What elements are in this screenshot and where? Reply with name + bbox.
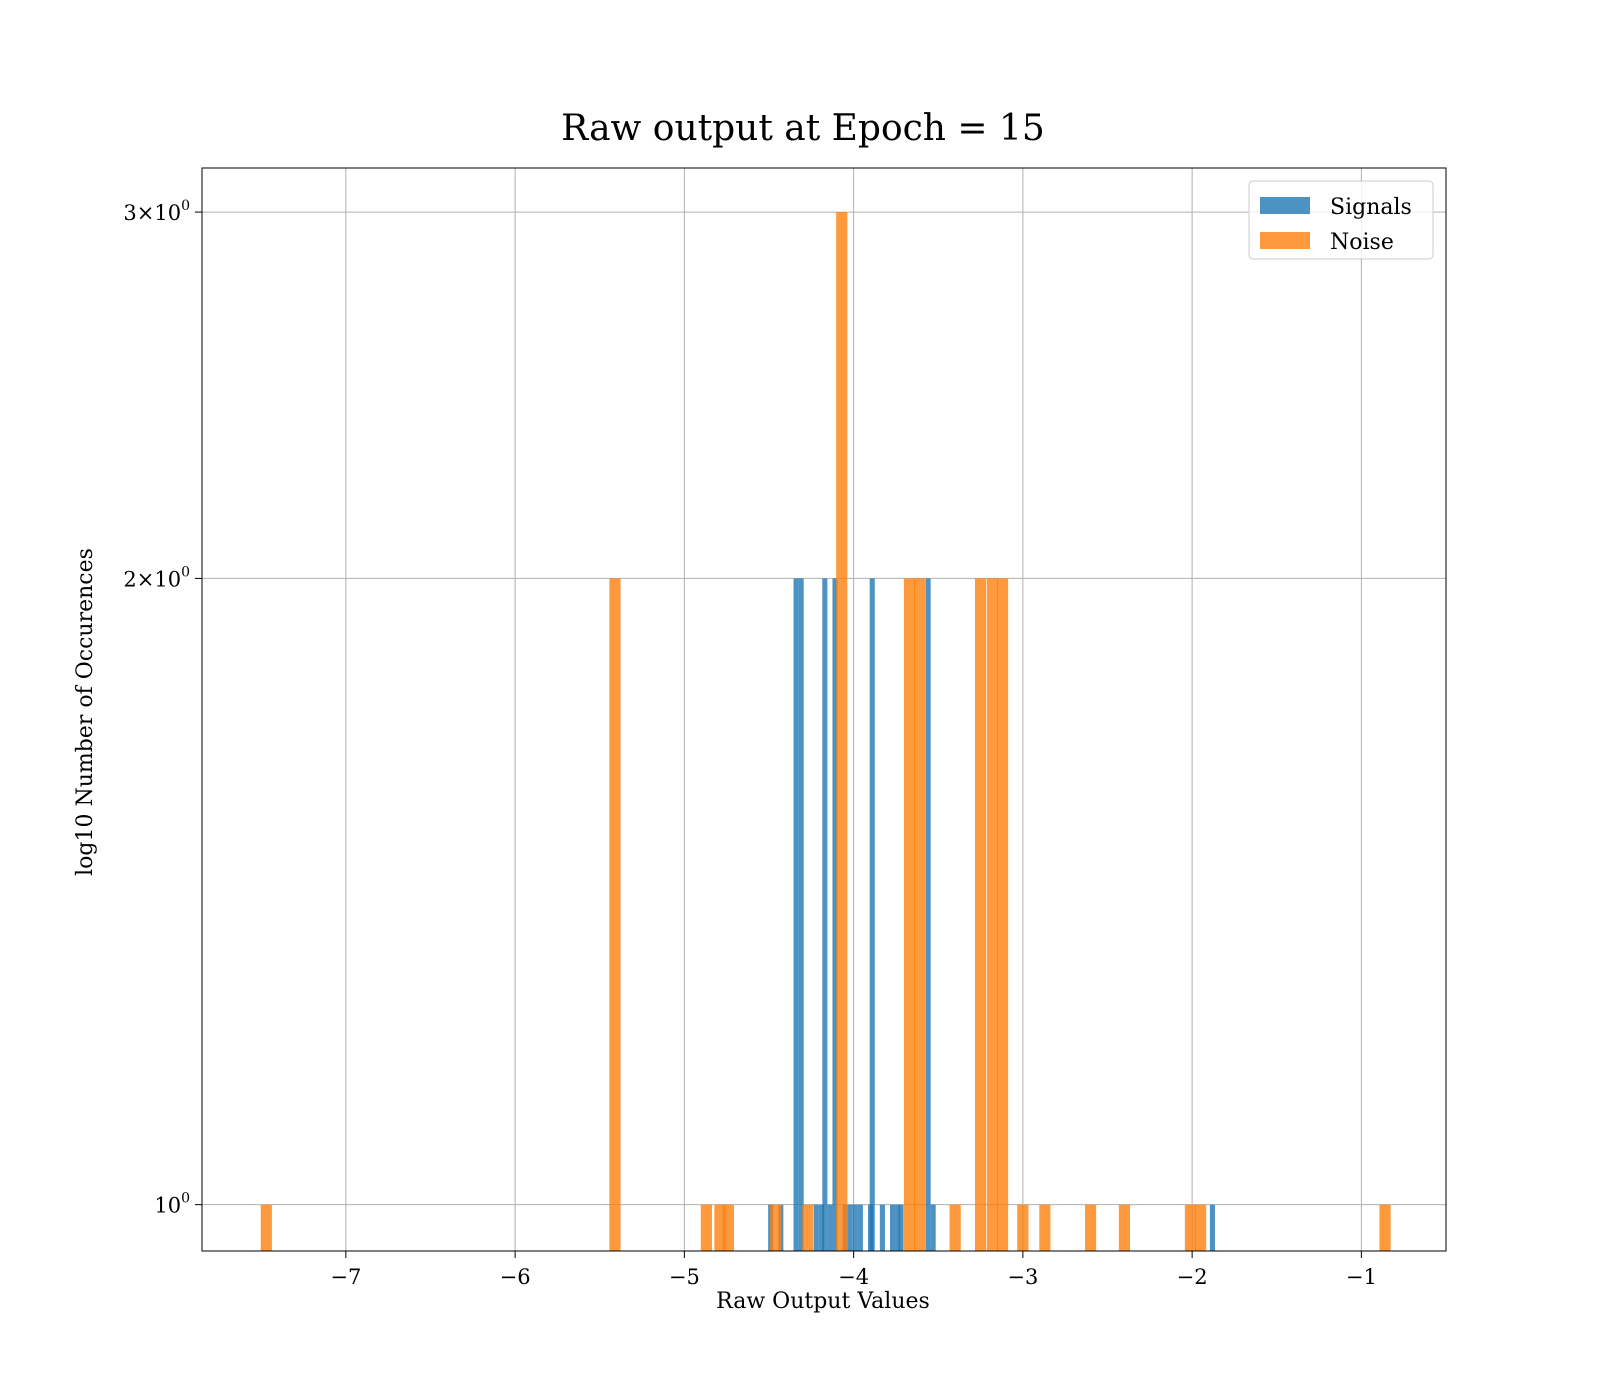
x-tick-label: −2 [1177,1265,1208,1289]
x-tick-label: −1 [1346,1265,1377,1289]
bar-noise [1118,1204,1131,1251]
bar-signals [925,578,931,1251]
x-tick-label: −7 [330,1265,361,1289]
bar-noise [949,1204,961,1251]
bar-signals [857,1204,863,1251]
legend-label-noise: Noise [1330,230,1394,255]
bars [260,212,1391,1251]
bar-noise [986,578,998,1251]
x-tick-label: −6 [500,1265,531,1289]
bar-noise [260,1204,272,1251]
bar-noise [714,1204,726,1251]
bar-signals [847,1204,853,1251]
bar-noise [1039,1204,1051,1251]
x-axis-label: Raw Output Values [716,1289,930,1314]
legend: Signals Noise [1248,180,1434,260]
bar-signals [813,1204,819,1251]
bar-signals [827,1204,833,1251]
x-tick-label: −4 [838,1265,869,1289]
bar-noise [1184,1204,1197,1251]
y-axis-label: log10 Number of Occurences [73,548,98,876]
x-axis-ticks: −7 −6 −5 −4 −3 −2 −1 [330,1251,1377,1289]
bar-signals [793,578,799,1251]
bar-noise [770,1204,782,1251]
bar-signals [822,578,828,1251]
bar-noise [1194,1204,1207,1251]
bar-noise [996,578,1009,1251]
bar-signals [852,1204,858,1251]
plot-frame [201,167,1447,1252]
bar-noise [903,578,916,1251]
bar-signals [1209,1204,1215,1251]
bar-noise [802,1204,814,1251]
bar-noise [1017,1204,1029,1251]
legend-swatch-noise [1260,232,1310,249]
bar-signals [895,1204,901,1251]
bar-signals [832,578,838,1251]
bar-noise [974,578,987,1251]
bar-signals [930,1204,936,1251]
bar-signals [879,1204,885,1251]
bar-noise [700,1204,712,1251]
chart-title: Raw output at Epoch = 15 [561,108,1045,149]
y-tick-label: 100 [154,1191,190,1218]
bar-signals [898,1204,904,1251]
bar-signals [869,578,875,1251]
legend-swatch-signals [1260,197,1310,214]
grid-lines [202,168,1446,1251]
x-tick-label: −3 [1007,1265,1038,1289]
y-axis-ticks: 100 2×100 3×100 [123,198,202,1218]
bar-noise [914,578,926,1251]
bar-signals [890,1204,896,1251]
bar-signals [818,1204,824,1251]
bar-noise [1084,1204,1097,1251]
bar-noise [1379,1204,1391,1251]
y-tick-label: 3×100 [123,198,190,225]
x-tick-label: −5 [669,1265,700,1289]
bar-noise [836,212,848,1251]
bar-noise [722,1204,734,1251]
y-tick-label: 2×100 [123,564,190,591]
bar-noise [609,578,621,1251]
bar-signals [798,578,804,1251]
legend-label-signals: Signals [1330,195,1412,220]
